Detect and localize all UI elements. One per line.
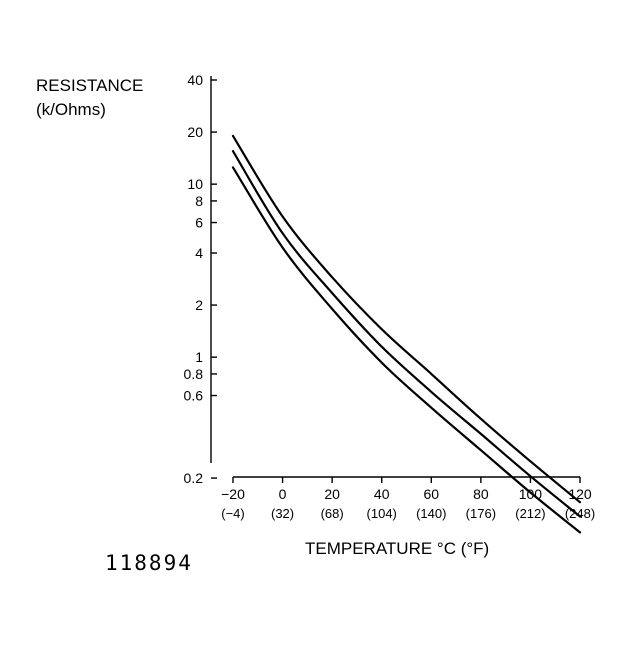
x-tick-sublabel: (212) (515, 506, 545, 521)
curves (231, 134, 582, 534)
y-ticks: 40 20 108 6 4 2 10.8 0.6 0.2 (184, 72, 217, 486)
x-tick-sublabel: (68) (321, 506, 344, 521)
x-axis-label: TEMPERATURE °C (°F) (305, 539, 489, 558)
y-axis-label-line2: (k/Ohms) (36, 100, 106, 119)
resistance-curve-1 (231, 134, 582, 504)
x-tick-label: 40 (374, 486, 390, 502)
x-tick-sublabel: (32) (271, 506, 294, 521)
y-tick-label: 6 (195, 215, 203, 231)
y-tick-label: 0.2 (184, 470, 204, 486)
x-tick-label: 0 (279, 486, 287, 502)
y-tick-label: 1 (195, 349, 203, 365)
x-tick-sublabel: (104) (367, 506, 397, 521)
y-tick-label: 40 (187, 72, 203, 88)
x-tick-label: 120 (568, 486, 592, 502)
x-tick-label: −20 (221, 486, 245, 502)
x-tick-sublabel: (−4) (221, 506, 244, 521)
y-tick-label: 10 (187, 176, 203, 192)
resistance-curve-2 (231, 150, 582, 518)
y-tick-label: 20 (187, 124, 203, 140)
x-tick-label: 80 (473, 486, 489, 502)
y-tick-label: 8 (195, 193, 203, 209)
y-tick-label: 0.6 (184, 388, 204, 404)
x-tick-sublabel: (140) (416, 506, 446, 521)
x-tick-label: 20 (324, 486, 340, 502)
figure-id: 118894 (105, 551, 193, 575)
resistance-curve-3 (231, 166, 582, 534)
y-tick-label: 2 (195, 297, 203, 313)
y-axis-label-line1: RESISTANCE (36, 76, 143, 95)
x-tick-label: 60 (423, 486, 439, 502)
y-tick-label: 4 (195, 245, 203, 261)
x-tick-sublabel: (176) (466, 506, 496, 521)
y-tick-label: 0.8 (184, 366, 204, 382)
